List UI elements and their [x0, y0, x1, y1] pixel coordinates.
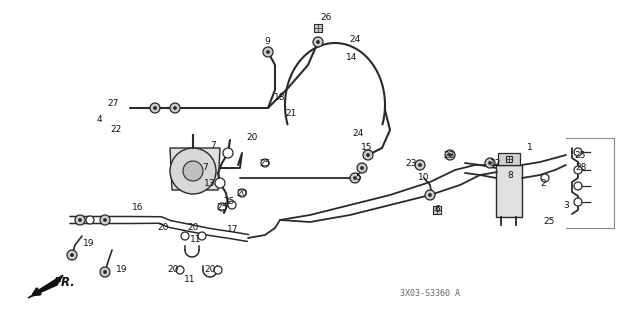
Text: 25: 25 — [574, 150, 586, 159]
Text: 7: 7 — [202, 164, 208, 172]
Text: 4: 4 — [96, 116, 102, 124]
Circle shape — [86, 216, 94, 224]
Circle shape — [448, 154, 451, 156]
Circle shape — [198, 232, 206, 240]
Text: 17: 17 — [227, 226, 238, 235]
Circle shape — [313, 37, 323, 47]
Text: 16: 16 — [132, 203, 143, 212]
Text: 15: 15 — [361, 142, 373, 151]
Circle shape — [104, 270, 106, 274]
Text: FR.: FR. — [54, 276, 76, 289]
Text: 9: 9 — [264, 37, 270, 46]
Circle shape — [223, 148, 233, 158]
Text: 5: 5 — [355, 173, 361, 182]
Text: 21: 21 — [285, 108, 297, 117]
Circle shape — [71, 253, 73, 257]
Text: 25: 25 — [216, 203, 228, 212]
Text: 28: 28 — [575, 164, 587, 172]
Circle shape — [361, 166, 363, 170]
Bar — [498, 153, 520, 165]
Circle shape — [366, 154, 369, 156]
Circle shape — [67, 250, 77, 260]
Polygon shape — [170, 148, 220, 190]
Circle shape — [176, 266, 184, 274]
Text: 19: 19 — [116, 266, 128, 275]
Circle shape — [485, 158, 495, 168]
Circle shape — [425, 190, 435, 200]
Circle shape — [489, 162, 491, 164]
Circle shape — [181, 232, 189, 240]
Circle shape — [170, 148, 216, 194]
Circle shape — [215, 178, 225, 188]
Text: 10: 10 — [419, 173, 430, 182]
Circle shape — [445, 150, 455, 160]
Circle shape — [357, 163, 367, 173]
Polygon shape — [28, 275, 63, 298]
Circle shape — [183, 161, 203, 181]
Text: 8: 8 — [507, 172, 513, 180]
Text: 25: 25 — [260, 158, 271, 167]
Circle shape — [266, 51, 270, 53]
Text: 14: 14 — [347, 52, 358, 61]
Circle shape — [261, 159, 269, 167]
Text: 26: 26 — [320, 13, 332, 22]
Text: 19: 19 — [83, 238, 95, 247]
Circle shape — [317, 41, 319, 44]
Circle shape — [78, 219, 81, 221]
Text: 25: 25 — [543, 218, 555, 227]
Circle shape — [238, 189, 246, 197]
Bar — [496, 165, 522, 217]
Circle shape — [173, 107, 176, 109]
Text: 24: 24 — [350, 36, 361, 44]
Circle shape — [574, 198, 582, 206]
Circle shape — [100, 215, 110, 225]
Text: 6: 6 — [434, 205, 440, 214]
Text: 12: 12 — [491, 158, 502, 167]
Circle shape — [419, 164, 422, 166]
Circle shape — [104, 219, 106, 221]
Circle shape — [350, 173, 360, 183]
Circle shape — [363, 150, 373, 160]
Text: 11: 11 — [190, 236, 202, 244]
Text: 24: 24 — [352, 129, 364, 138]
Text: 7: 7 — [210, 140, 216, 149]
Bar — [433, 206, 441, 214]
Bar — [506, 156, 512, 162]
Text: 20: 20 — [247, 133, 258, 142]
Text: 20: 20 — [237, 188, 248, 197]
Text: 13: 13 — [204, 179, 215, 188]
Text: 11: 11 — [184, 276, 196, 284]
Circle shape — [153, 107, 156, 109]
Circle shape — [428, 194, 432, 196]
Text: 20: 20 — [188, 223, 199, 233]
Circle shape — [214, 266, 222, 274]
Circle shape — [574, 182, 582, 190]
Text: 20: 20 — [204, 266, 215, 275]
Text: 20: 20 — [167, 266, 179, 275]
Text: 27: 27 — [107, 99, 119, 108]
Circle shape — [218, 203, 226, 211]
Circle shape — [150, 103, 160, 113]
Circle shape — [100, 267, 110, 277]
Circle shape — [415, 160, 425, 170]
Text: 20: 20 — [157, 223, 169, 233]
Circle shape — [574, 148, 582, 156]
Text: 23: 23 — [406, 158, 417, 167]
Circle shape — [170, 103, 180, 113]
Text: 22: 22 — [111, 124, 122, 133]
Circle shape — [574, 166, 582, 174]
Text: 18: 18 — [274, 93, 286, 102]
Text: 23: 23 — [443, 150, 455, 159]
Bar — [314, 24, 322, 32]
Text: 25: 25 — [224, 197, 235, 206]
Circle shape — [353, 177, 356, 180]
Text: 1: 1 — [527, 143, 533, 153]
Circle shape — [541, 174, 549, 182]
Text: 3: 3 — [563, 202, 569, 211]
Circle shape — [75, 215, 85, 225]
Circle shape — [263, 47, 273, 57]
Text: 2: 2 — [540, 179, 546, 188]
Text: 3X03-S3360 A: 3X03-S3360 A — [400, 289, 460, 298]
Circle shape — [228, 201, 236, 209]
